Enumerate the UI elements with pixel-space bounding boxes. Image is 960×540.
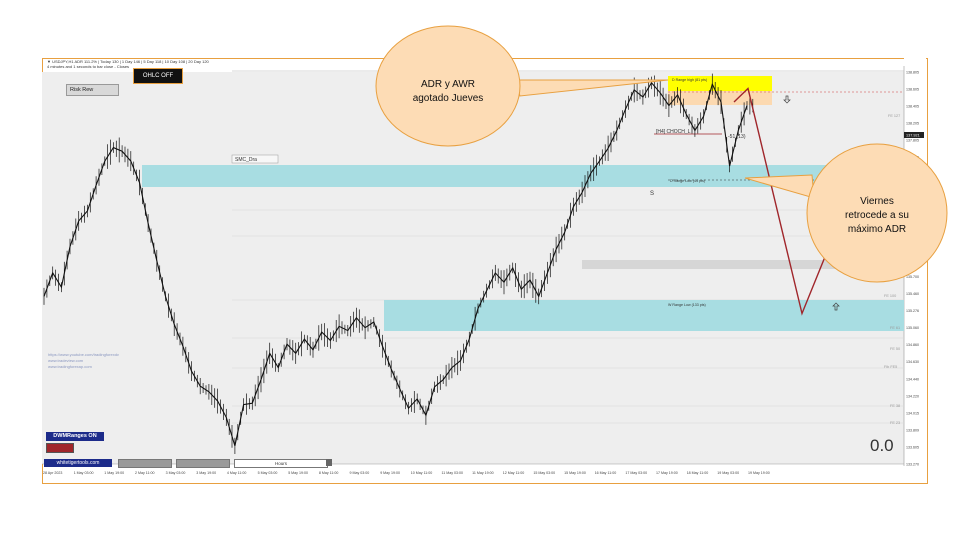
y-tick-label: 135.276 [906,309,919,313]
callout-right-bubble [806,143,948,283]
y-tick-label: 135.060 [906,326,919,330]
big-value-readout: 0.0 [870,436,894,455]
fib-label-7: FE 23 [890,421,900,425]
y-tick-label: 138.405 [906,105,919,109]
x-tick-label: 18 May 11:00 [687,471,709,475]
hours-close-icon[interactable] [326,459,332,466]
fib-label-1: FE 127 [888,114,900,118]
toolbar-slot-2[interactable] [176,459,230,468]
callout-right-text: Viernes retrocede a su máximo ADR [810,195,944,237]
callout-right-line-3: máximo ADR [847,224,907,235]
x-tick-label: 5 May 03:00 [258,471,278,475]
y-tick-label: 138.805 [906,71,919,75]
watermark-line-3: www.tradingforexap.com [48,364,92,369]
risk-reward-label: Risk Rew [70,87,94,93]
x-tick-label: 11 May 03:00 [442,471,464,475]
fib-label-6: FE 38 [890,404,900,408]
bar-close-timer: 4 minutes and 1 seconds to bar close - C… [47,64,130,69]
current-price-label: 137.921 [906,134,920,138]
w-range-low-label: W Range Low (133 pts) [668,303,706,307]
x-tick-label: 3 May 19:00 [196,471,216,475]
x-tick-label: 8 May 11:00 [319,471,339,475]
callout-right-line-2: retrocede a su [845,210,909,221]
s-marker: S [650,191,654,197]
x-tick-label: 19 May 03:00 [717,471,739,475]
fib-label-5: Fib FE5 [884,365,897,369]
x-tick-label: 15 May 03:00 [533,471,555,475]
y-tick-label: 134.015 [906,411,919,415]
price-line [43,81,748,447]
smc-label-box[interactable] [231,154,279,164]
price-series [43,73,754,454]
x-tick-label: 15 May 19:00 [564,471,586,475]
y-tick-label: 133.270 [906,463,919,467]
risk-reward-button[interactable]: Risk Rew [66,84,119,96]
choch-label: [H4] CHOCH_L [656,129,691,135]
x-tick-label: 19 May 19:00 [748,471,770,475]
callout-right-line-1: Viernes [860,196,894,207]
x-tick-label: 17 May 19:00 [656,471,678,475]
orange-zone [668,91,772,105]
x-tick-label: 11 May 19:00 [472,471,494,475]
x-tick-label: 10 May 11:00 [411,471,433,475]
watermark-line-2: www.tradeview.com [48,358,84,363]
x-tick-label: 5 May 19:00 [288,471,308,475]
x-tick-label: 16 May 11:00 [595,471,617,475]
x-tick-label: 9 May 19:00 [380,471,400,475]
projection-arrow [733,87,829,316]
ohlc-toggle-button[interactable]: OHLC OFF [133,68,183,84]
y-tick-label: 138.205 [906,122,919,126]
callout-top-bubble [375,25,521,147]
x-tick-label: 12 May 11:00 [503,471,525,475]
callout-top-line-2: agotado Jueves [412,93,484,104]
y-tick-label: 135.460 [906,292,919,296]
website-link[interactable]: whitetigertools.com [44,459,112,467]
callout-top-line-1: ADR y AWR [420,79,476,90]
x-tick-label: 28 Apr 2023 [43,471,62,475]
up-arrow-icon [832,302,840,311]
daily-range-low-zone [649,178,749,184]
y-tick-label: 135.700 [906,275,919,279]
callout-top-pointer [514,79,669,97]
y-tick-label: 134.860 [906,343,919,347]
gray-zone [582,260,904,269]
y-tick-label: 138.605 [906,88,919,92]
y-tick-label: 134.220 [906,394,919,398]
d-range-low-label: D Range Low (44 pts) [670,179,705,183]
weekly-range-low-zone [384,300,904,331]
x-tick-label: 9 May 03:00 [350,471,370,475]
x-tick-label: 3 May 03:00 [166,471,186,475]
y-tick-label: 133.605 [906,446,919,450]
red-toggle-button[interactable] [46,443,74,453]
fib-label-2: FE 100 [884,294,896,298]
fib-label-4: FE 50 [890,347,900,351]
x-tick-label: 17 May 03:00 [625,471,647,475]
y-tick-label: 134.440 [906,377,919,381]
y-tick-label: 137.805 [906,139,919,143]
chart-header-info: ▼ USDJPY,H1 ADR 111.2% | Today 130 | 1 D… [47,59,209,64]
smc-label: SMC_Dra [235,157,257,163]
projection-path [733,87,829,316]
y-tick-label: 133.809 [906,428,919,432]
d-range-high-label: D Range high (81 pts) [672,78,707,82]
down-arrow-icon [783,95,791,104]
y-tick-label: 134.630 [906,360,919,364]
x-tick-label: 1 May 19:00 [104,471,124,475]
watermark-line-1: https://www.youtube.com/tradingforexdv [48,352,119,357]
time-tick-labels: 28 Apr 2023 1 May 03:00 1 May 19:00 2 May 1… [43,471,770,475]
x-tick-label: 2 May 11:00 [135,471,155,475]
current-price-box [904,132,924,138]
x-tick-label: 1 May 03:00 [74,471,94,475]
fib-label-3: FE 61 [890,326,900,330]
dwm-ranges-button[interactable]: DWMRanges ON [46,432,104,441]
x-tick-label: 4 May 11:00 [227,471,247,475]
callout-top-text: ADR y AWR agotado Jueves [378,78,518,106]
callout-right-pointer [744,174,815,199]
toolbar-slot-1[interactable] [118,459,172,468]
